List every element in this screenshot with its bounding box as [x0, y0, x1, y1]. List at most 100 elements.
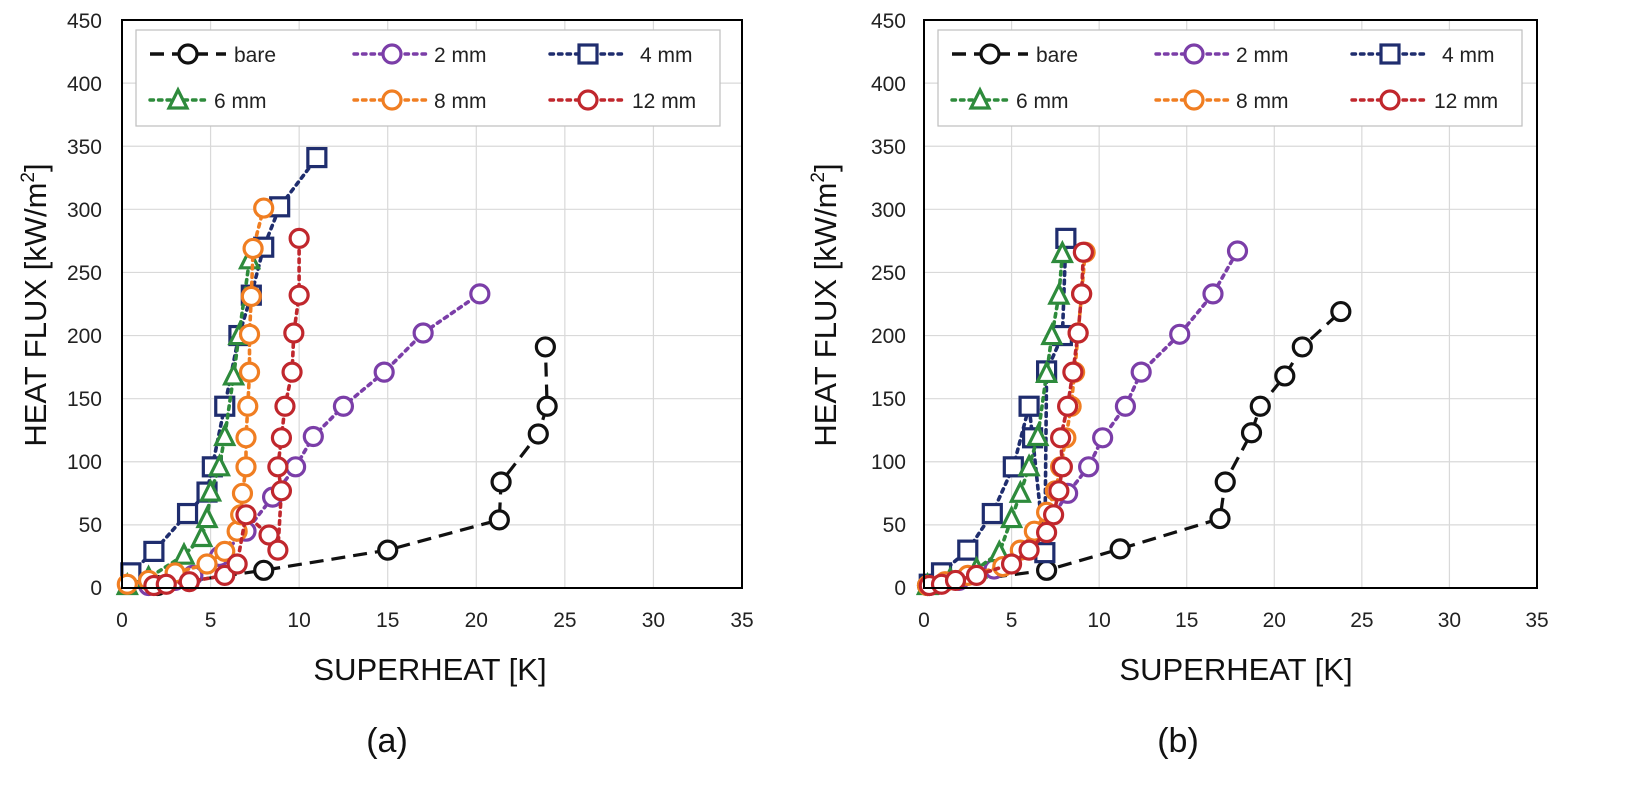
panel-b-point-12mm	[1062, 361, 1084, 383]
panel-b-point-2mm	[1130, 361, 1152, 383]
panel-a-y-tick: 0	[90, 577, 102, 600]
panel-b-x-tick: 15	[1175, 609, 1198, 632]
panel-a-legend-marker-6mm	[166, 86, 190, 110]
panel-b-point-4mm	[1018, 395, 1040, 417]
panel-a-y-axis-title: HEAT FLUX [kW/m2]	[18, 163, 53, 446]
panel-b-legend-label-8mm: 8 mm	[1236, 90, 1289, 113]
panel-a-x-tick: 15	[376, 609, 399, 632]
panel-a-legend-box	[135, 29, 721, 127]
panel-b-point-12mm	[965, 564, 988, 586]
panel-b-point-2mm	[1092, 427, 1114, 449]
panel-a-y-tick: 300	[67, 199, 102, 222]
panel-a-legend-marker-12mm	[577, 89, 599, 111]
panel-a-legend-marker-bare	[177, 43, 199, 65]
panel-a-legend-label-6mm: 6 mm	[214, 90, 267, 113]
panel-a-legend-marker-8mm	[381, 89, 403, 111]
panel-b-point-bare	[1330, 300, 1352, 323]
panel-a-point-bare	[527, 423, 549, 445]
panel-a-point-bare	[377, 539, 399, 561]
panel-b-point-12mm	[1018, 539, 1040, 561]
panel-a-x-tick: 20	[465, 609, 488, 632]
panel-a-point-8mm	[214, 540, 236, 562]
panel-a-point-2mm	[285, 456, 307, 478]
panel-a-x-tick: 30	[642, 609, 665, 632]
panel-b-point-2mm	[1114, 395, 1137, 417]
panel-b-point-6mm	[1040, 321, 1064, 346]
panel-a-point-12mm	[283, 322, 305, 344]
panel-b-y-tick: 250	[871, 262, 906, 285]
panel-b-x-tick: 25	[1350, 609, 1373, 632]
panel-b-y-tick: 450	[871, 10, 906, 33]
panel-b: 0 5 10 15 20 25 30 35 0 50 100 150 200 2…	[808, 10, 1549, 760]
panel-a-point-2mm	[412, 322, 434, 344]
panel-b-series-line-bare	[927, 310, 1342, 588]
panel-a-point-4mm	[306, 146, 328, 169]
panel-a-y-ticks: 0 50 100 150 200 250 300 350 400 450	[67, 10, 102, 600]
panel-b-point-12mm	[944, 569, 967, 592]
panel-b-point-2mm	[1078, 456, 1100, 478]
panel-a-series-line-12mm	[152, 236, 301, 588]
panel-b-point-6mm	[1017, 453, 1041, 477]
panel-b-legend-label-2mm: 2 mm	[1236, 44, 1289, 67]
panel-b-plot-frame	[923, 19, 1538, 589]
panel-b-point-12mm	[1071, 283, 1093, 305]
panel-a-point-bare	[488, 509, 510, 531]
panel-a-point-8mm	[196, 553, 218, 575]
panel-a-point-bare	[490, 471, 512, 493]
panel-b-legend-label-bare: bare	[1036, 44, 1078, 67]
panel-b-y-tick: 0	[894, 577, 906, 600]
panel-a-legend-label-4mm: 4 mm	[640, 44, 693, 67]
panel-a-point-8mm	[238, 361, 261, 383]
panel-a-point-2mm	[469, 283, 491, 305]
panel-b-point-6mm	[1035, 359, 1059, 384]
panel-a-point-12mm	[288, 227, 310, 249]
panel-b-legend: bare 2 mm 4 mm 6 mm 8 mm 12 mm	[937, 29, 1523, 127]
panel-b-y-tick: 150	[871, 388, 906, 411]
panel-b-point-12mm	[1050, 427, 1072, 449]
panel-b-point-12mm	[1035, 521, 1058, 544]
panel-a-series-line-8mm	[125, 206, 266, 587]
panel-a-legend-label-bare: bare	[234, 44, 276, 67]
panel-b-legend-label-6mm: 6 mm	[1016, 90, 1069, 113]
panel-b-legend-marker-bare	[979, 43, 1001, 65]
panel-b-y-axis-title-main: HEAT FLUX [kW/m	[808, 183, 843, 447]
panel-b-series	[915, 227, 1352, 597]
panel-a-y-axis-title-main: HEAT FLUX [kW/m	[18, 183, 53, 447]
panel-a-point-12mm	[178, 571, 200, 593]
panel-a-point-bare	[253, 559, 275, 581]
panel-a-legend-marker-4mm	[577, 43, 599, 65]
panel-b-x-tick: 35	[1525, 609, 1548, 632]
panel-a-point-12mm	[281, 361, 303, 383]
panel-a-point-6mm	[207, 453, 232, 477]
panel-a-y-tick: 200	[67, 325, 102, 348]
panel-b-y-tick: 350	[871, 136, 906, 159]
panel-b-point-2mm	[1169, 323, 1191, 345]
panel-a-point-8mm	[235, 456, 257, 478]
panel-b-legend-marker-8mm	[1183, 89, 1205, 111]
panel-b-point-6mm	[1008, 479, 1032, 503]
panel-b-point-12mm	[1057, 395, 1079, 417]
panel-a-point-12mm	[235, 504, 257, 526]
panel-a-x-tick: 5	[205, 609, 217, 632]
panel-b-point-6mm	[1050, 239, 1074, 264]
panel-b-point-12mm	[1072, 241, 1094, 263]
panel-a-point-6mm	[198, 478, 223, 502]
panel-b-legend-marker-2mm	[1183, 43, 1205, 65]
panel-b-point-bare	[1249, 395, 1271, 417]
panel-b-point-12mm	[1043, 504, 1065, 526]
panel-b-y-tick: 100	[871, 451, 906, 474]
panel-b-caption: (b)	[1157, 722, 1199, 760]
panel-a-x-ticks: 0 5 10 15 20 25 30 35	[116, 609, 754, 632]
panel-a-x-axis-title: SUPERHEAT [K]	[313, 652, 546, 687]
panel-a-point-12mm	[267, 456, 289, 478]
panel-a-x-tick: 25	[553, 609, 576, 632]
panel-a-y-tick: 450	[67, 10, 102, 33]
panel-a-point-12mm	[267, 539, 289, 561]
panel-b-x-tick: 30	[1438, 609, 1461, 632]
panel-b-point-2mm	[1226, 240, 1249, 262]
panel-a-y-axis-title-sup: 2	[18, 172, 39, 183]
panel-a-legend-marker-2mm	[381, 43, 403, 65]
panel-b-series-line-12mm	[927, 250, 1086, 588]
panel-a-legend-label-8mm: 8 mm	[434, 90, 487, 113]
panel-a-y-tick: 50	[79, 514, 102, 537]
